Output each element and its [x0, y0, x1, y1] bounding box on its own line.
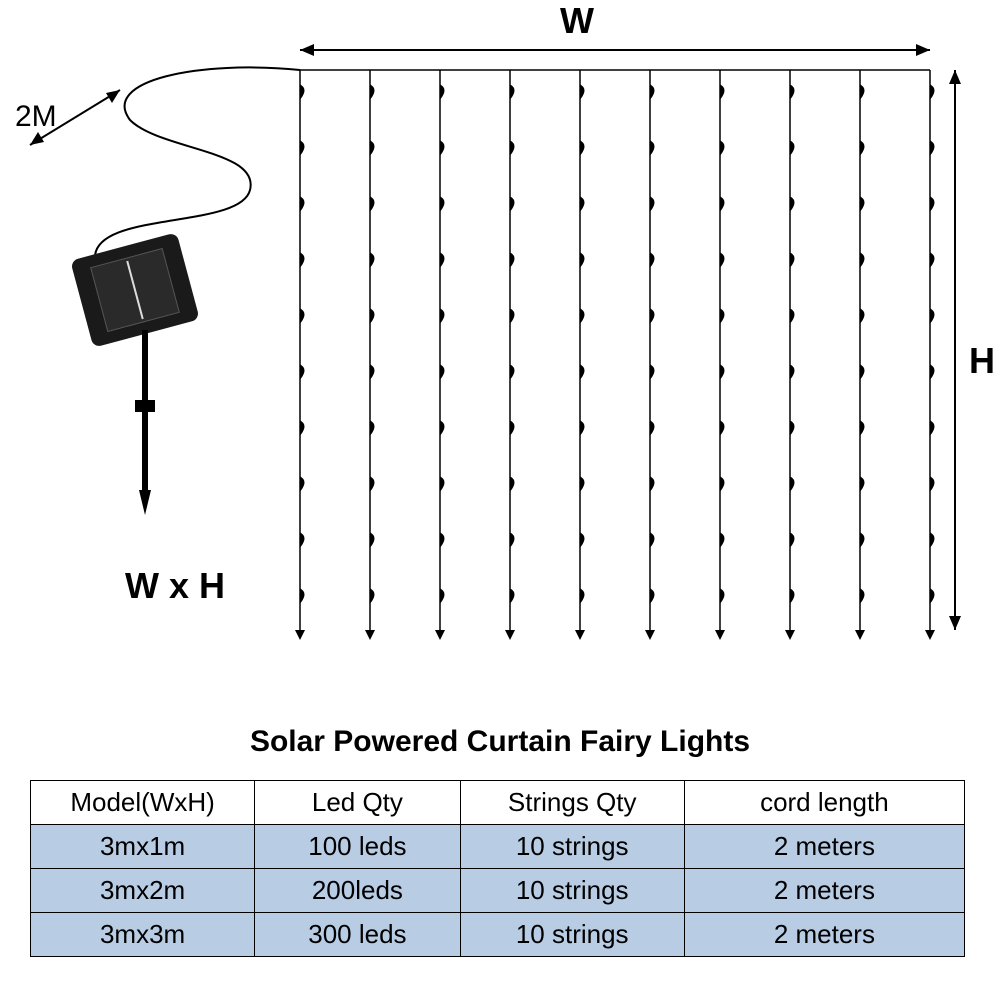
- product-title: Solar Powered Curtain Fairy Lights: [0, 725, 1000, 759]
- table-cell: 2 meters: [684, 869, 964, 913]
- table-cell: 10 strings: [460, 825, 684, 869]
- diagram-area: W H 2M W x H: [0, 0, 1000, 680]
- col-cord-length: cord length: [684, 781, 964, 825]
- spec-table: Model(WxH) Led Qty Strings Qty cord leng…: [30, 780, 965, 957]
- table-cell: 10 strings: [460, 869, 684, 913]
- col-model: Model(WxH): [31, 781, 255, 825]
- table-cell: 3mx1m: [31, 825, 255, 869]
- table-cell: 3mx2m: [31, 869, 255, 913]
- table-cell: 200leds: [255, 869, 460, 913]
- table-cell: 10 strings: [460, 913, 684, 957]
- table-row: 3mx1m100 leds10 strings2 meters: [31, 825, 965, 869]
- table-header-row: Model(WxH) Led Qty Strings Qty cord leng…: [31, 781, 965, 825]
- table-row: 3mx2m200leds10 strings2 meters: [31, 869, 965, 913]
- table-cell: 3mx3m: [31, 913, 255, 957]
- col-led-qty: Led Qty: [255, 781, 460, 825]
- height-label: H: [969, 340, 995, 382]
- width-label: W: [560, 0, 594, 42]
- table-cell: 2 meters: [684, 913, 964, 957]
- cord-length-label: 2M: [15, 100, 57, 134]
- table-cell: 100 leds: [255, 825, 460, 869]
- wxh-label: W x H: [125, 565, 225, 607]
- table-cell: 300 leds: [255, 913, 460, 957]
- table-row: 3mx3m300 leds10 strings2 meters: [31, 913, 965, 957]
- col-strings-qty: Strings Qty: [460, 781, 684, 825]
- table-cell: 2 meters: [684, 825, 964, 869]
